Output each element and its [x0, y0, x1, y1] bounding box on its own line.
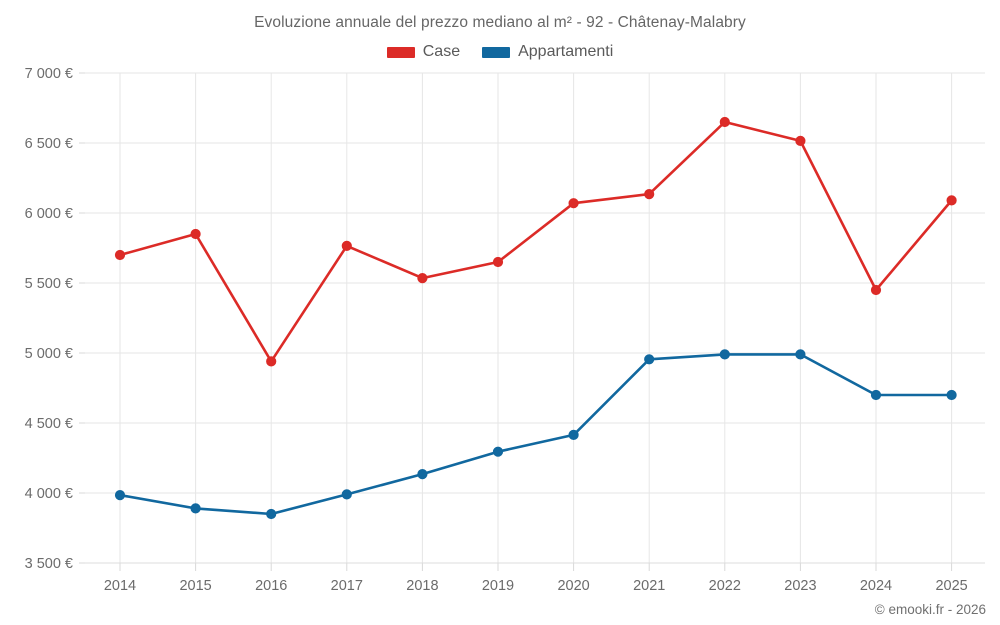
- data-point[interactable]: [417, 273, 428, 284]
- chart-legend: Case Appartamenti: [0, 44, 1000, 60]
- series-line-appartamenti: [118, 353, 953, 516]
- data-point[interactable]: [795, 349, 806, 360]
- data-point[interactable]: [644, 189, 655, 200]
- y-axis-label: 4 500 €: [25, 416, 73, 432]
- data-point[interactable]: [266, 508, 277, 520]
- legend-label-case: Case: [422, 43, 461, 60]
- data-point[interactable]: [568, 429, 579, 440]
- data-point[interactable]: [870, 284, 882, 296]
- x-axis-label: 2016: [255, 578, 287, 594]
- data-point[interactable]: [946, 195, 957, 206]
- x-axis-label: 2018: [406, 578, 438, 594]
- data-point[interactable]: [719, 349, 730, 360]
- data-point[interactable]: [114, 249, 126, 261]
- x-axis-label: 2020: [557, 578, 589, 594]
- series-line-case: [118, 120, 953, 363]
- x-axis-label: 2022: [709, 578, 741, 594]
- legend-item-case[interactable]: Case: [386, 43, 461, 60]
- x-axis-label: 2019: [482, 578, 514, 594]
- legend-item-appartamenti[interactable]: Appartamenti: [482, 44, 613, 60]
- data-point[interactable]: [266, 356, 277, 367]
- y-axis-label: 5 000 €: [25, 346, 73, 362]
- data-point[interactable]: [492, 446, 504, 457]
- y-axis-label: 4 000 €: [25, 486, 73, 502]
- data-point[interactable]: [644, 354, 655, 365]
- copyright-credit: © emooki.fr - 2026: [874, 602, 986, 617]
- x-axis-label: 2015: [179, 578, 211, 594]
- data-point[interactable]: [190, 503, 201, 514]
- y-axis-label: 6 500 €: [25, 136, 73, 152]
- data-point[interactable]: [719, 116, 730, 128]
- data-point[interactable]: [114, 490, 126, 501]
- legend-label-appartamenti: Appartamenti: [518, 43, 614, 60]
- x-axis-label: 2014: [104, 578, 136, 594]
- x-axis-label: 2025: [935, 578, 967, 594]
- data-point[interactable]: [795, 135, 806, 146]
- data-point[interactable]: [568, 198, 579, 209]
- data-point[interactable]: [870, 389, 882, 401]
- y-axis-label: 6 000 €: [25, 206, 73, 222]
- data-point[interactable]: [417, 469, 428, 480]
- legend-swatch-case: [386, 46, 415, 58]
- x-axis-label: 2021: [633, 578, 665, 594]
- y-axis-label: 3 500 €: [25, 556, 73, 572]
- chart-title: Evoluzione annuale del prezzo mediano al…: [254, 14, 746, 31]
- y-axis-label: 5 500 €: [25, 276, 73, 292]
- x-axis-label: 2023: [784, 578, 816, 594]
- data-point[interactable]: [341, 240, 352, 251]
- y-axis-label: 7 000 €: [25, 66, 73, 82]
- x-axis-label: 2017: [331, 578, 363, 594]
- data-point[interactable]: [190, 228, 201, 240]
- legend-swatch-appartamenti: [482, 46, 511, 58]
- data-point[interactable]: [946, 389, 957, 401]
- data-point[interactable]: [492, 256, 504, 268]
- data-point[interactable]: [341, 489, 352, 500]
- x-axis-label: 2024: [860, 578, 892, 594]
